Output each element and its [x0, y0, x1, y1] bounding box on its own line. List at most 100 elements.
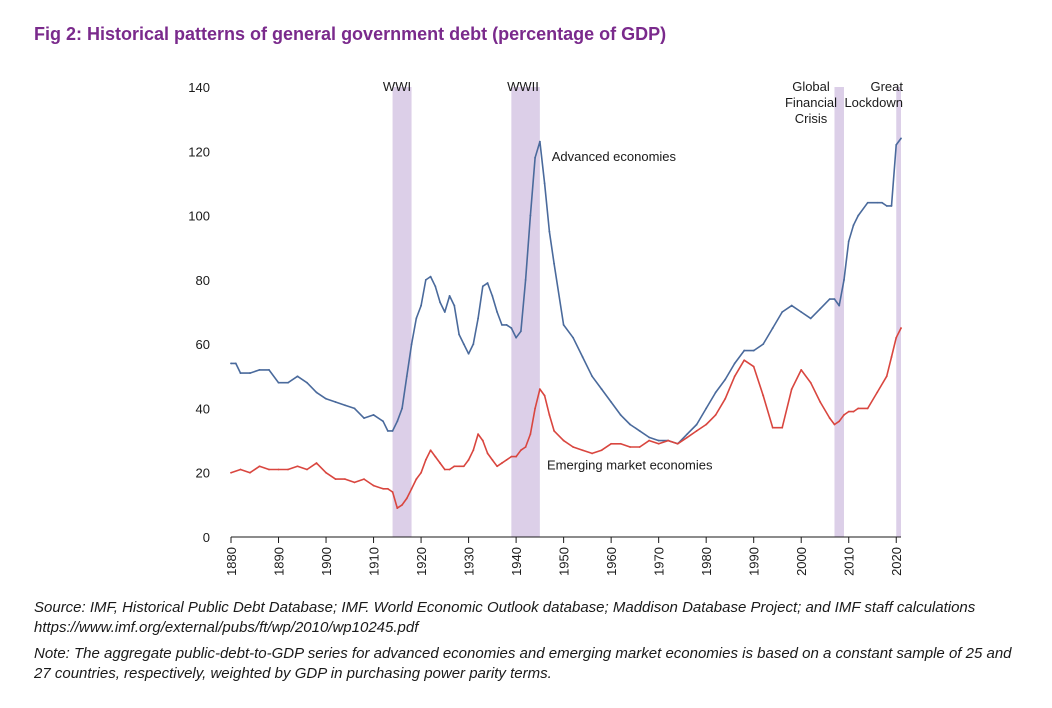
- data-point-advanced-economies-1998: [790, 304, 793, 307]
- x-tick-label-1940: 1940: [509, 547, 524, 576]
- data-point-advanced-economies-1952: [572, 336, 575, 339]
- x-tick-label-1920: 1920: [414, 547, 429, 576]
- data-point-advanced-economies-1978: [695, 423, 698, 426]
- data-point-advanced-economies-1917: [405, 375, 408, 378]
- data-point-advanced-economies-1894: [296, 375, 299, 378]
- x-tick-label-1900: 1900: [319, 547, 334, 576]
- data-point-emerging-market-economies-1922: [429, 449, 432, 452]
- data-point-emerging-market-economies-1948: [553, 430, 556, 432]
- data-point-advanced-economies-1916: [401, 407, 403, 410]
- data-point-advanced-economies-1900: [325, 397, 327, 400]
- data-point-emerging-market-economies-1934: [486, 452, 489, 455]
- data-point-emerging-market-economies-1888: [268, 468, 270, 471]
- data-point-emerging-market-economies-1918: [410, 487, 413, 490]
- data-point-emerging-market-economies-1921: [424, 458, 427, 461]
- data-point-advanced-economies-1968: [648, 436, 651, 439]
- data-point-advanced-economies-1924: [439, 301, 441, 304]
- data-point-advanced-economies-1992: [762, 343, 765, 346]
- data-point-advanced-economies-2010: [847, 240, 850, 243]
- shaded-period-great-lockdown: [896, 87, 901, 537]
- data-point-emerging-market-economies-1894: [296, 465, 299, 468]
- data-point-advanced-economies-1933: [481, 285, 484, 288]
- x-tick-label-1880: 1880: [224, 547, 239, 576]
- data-point-emerging-market-economies-1915: [396, 507, 399, 509]
- data-point-emerging-market-economies-1972: [667, 439, 670, 442]
- data-point-advanced-economies-1936: [496, 311, 498, 313]
- data-point-advanced-economies-1950: [562, 323, 565, 326]
- data-point-emerging-market-economies-1942: [524, 446, 527, 448]
- data-point-emerging-market-economies-1902: [334, 478, 337, 481]
- series-annotation-advanced-economies: Advanced economies: [552, 149, 677, 164]
- data-point-advanced-economies-2018: [885, 205, 888, 207]
- source-note: Source: IMF, Historical Public Debt Data…: [34, 599, 976, 636]
- data-point-advanced-economies-2000: [800, 311, 803, 313]
- data-point-emerging-market-economies-1970: [657, 442, 660, 445]
- data-point-advanced-economies-1984: [724, 378, 727, 381]
- data-point-emerging-market-economies-1890: [277, 468, 280, 471]
- x-tick-label-1960: 1960: [604, 547, 619, 576]
- data-point-emerging-market-economies-1916: [401, 503, 403, 506]
- data-point-emerging-market-economies-2000: [800, 368, 803, 371]
- data-point-advanced-economies-1990: [752, 349, 755, 352]
- data-point-emerging-market-economies-1941: [519, 449, 522, 452]
- data-point-advanced-economies-1937: [500, 323, 503, 326]
- data-point-emerging-market-economies-1882: [239, 468, 242, 471]
- data-point-emerging-market-economies-1952: [572, 446, 575, 448]
- data-point-advanced-economies-1939: [510, 327, 513, 329]
- data-point-emerging-market-economies-1980: [705, 423, 708, 426]
- data-point-emerging-market-economies-1880: [230, 471, 232, 474]
- data-point-advanced-economies-2008: [838, 304, 841, 307]
- data-point-emerging-market-economies-1917: [405, 497, 408, 500]
- data-point-emerging-market-economies-1892: [287, 468, 289, 471]
- data-point-advanced-economies-1941: [519, 330, 522, 333]
- data-point-emerging-market-economies-1938: [505, 458, 508, 461]
- data-point-advanced-economies-1914: [391, 430, 394, 432]
- data-point-advanced-economies-2006: [828, 298, 831, 301]
- data-point-advanced-economies-1943: [529, 214, 532, 217]
- data-point-emerging-market-economies-1939: [510, 455, 513, 458]
- data-point-advanced-economies-2011: [852, 224, 855, 227]
- data-point-advanced-economies-1946: [543, 182, 546, 185]
- data-point-advanced-economies-2020: [895, 143, 898, 146]
- data-point-advanced-economies-1948: [553, 262, 556, 265]
- data-point-emerging-market-economies-1988: [743, 359, 746, 362]
- data-point-emerging-market-economies-2006: [828, 417, 831, 419]
- data-point-emerging-market-economies-1929: [462, 465, 465, 468]
- data-point-emerging-market-economies-1930: [467, 458, 470, 461]
- y-tick-label-120: 120: [188, 144, 210, 159]
- data-point-advanced-economies-1892: [287, 381, 289, 384]
- data-point-emerging-market-economies-1954: [581, 449, 584, 452]
- x-tick-label-2000: 2000: [794, 547, 809, 576]
- data-point-emerging-market-economies-1998: [790, 388, 793, 391]
- data-point-emerging-market-economies-1946: [543, 394, 546, 397]
- series-line-advanced-economies: [231, 137, 902, 445]
- data-point-advanced-economies-1934: [486, 282, 489, 284]
- data-point-advanced-economies-1882: [239, 372, 242, 374]
- data-point-emerging-market-economies-1924: [439, 462, 441, 464]
- data-point-advanced-economies-2012: [857, 214, 860, 217]
- y-tick-label-20: 20: [196, 466, 210, 481]
- data-point-advanced-economies-1927: [453, 304, 456, 307]
- data-point-emerging-market-economies-1898: [315, 462, 318, 464]
- data-point-advanced-economies-1962: [619, 413, 622, 416]
- data-point-advanced-economies-1932: [477, 317, 479, 320]
- data-point-emerging-market-economies-1943: [529, 433, 532, 436]
- data-point-advanced-economies-1940: [515, 336, 518, 339]
- data-point-emerging-market-economies-1944: [534, 407, 537, 410]
- x-tick-label-1950: 1950: [557, 547, 572, 576]
- data-point-advanced-economies-1980: [705, 407, 708, 410]
- data-point-emerging-market-economies-1920: [420, 471, 422, 474]
- data-point-emerging-market-economies-1996: [781, 426, 784, 429]
- data-point-emerging-market-economies-1927: [453, 465, 456, 468]
- x-tick-label-1890: 1890: [272, 547, 287, 576]
- data-point-emerging-market-economies-2010: [847, 410, 850, 413]
- data-point-emerging-market-economies-1936: [496, 465, 498, 468]
- data-point-advanced-economies-2021: [900, 137, 902, 140]
- data-point-emerging-market-economies-1923: [434, 455, 437, 458]
- data-point-emerging-market-economies-1886: [258, 465, 261, 468]
- data-point-emerging-market-economies-1984: [724, 397, 727, 400]
- data-point-emerging-market-economies-1966: [638, 446, 641, 448]
- data-point-emerging-market-economies-1896: [306, 468, 308, 471]
- data-point-emerging-market-economies-1960: [610, 442, 613, 445]
- data-point-emerging-market-economies-1950: [562, 439, 565, 442]
